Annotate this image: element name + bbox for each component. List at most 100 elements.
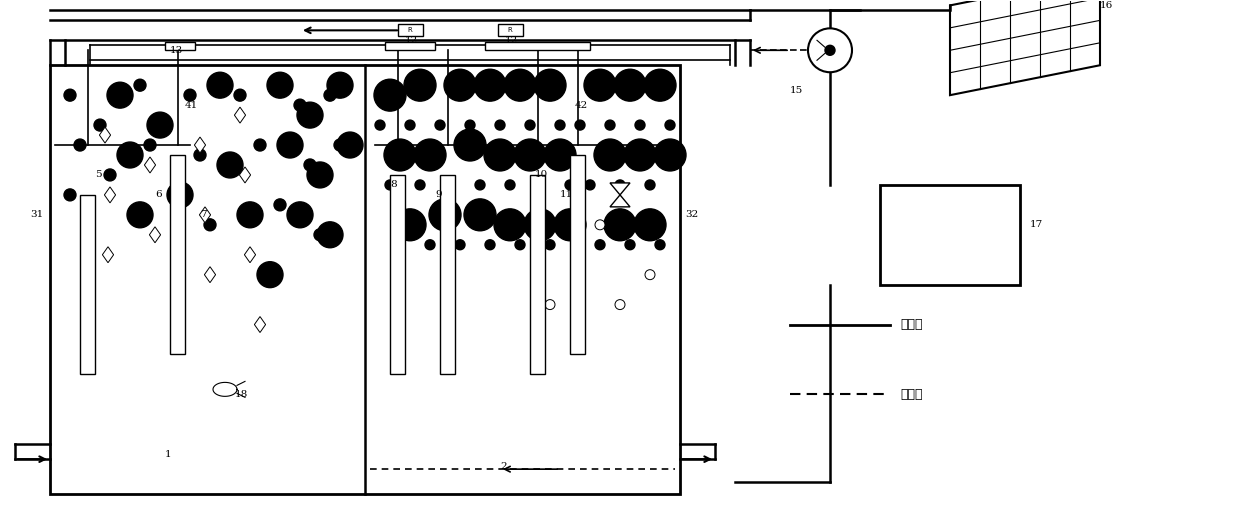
Circle shape [515,240,525,250]
Circle shape [495,120,505,130]
Circle shape [595,220,605,230]
Circle shape [605,120,615,130]
Circle shape [594,139,626,171]
Bar [50,66,680,494]
Circle shape [595,240,605,250]
Circle shape [494,209,526,241]
Text: 14: 14 [625,220,639,230]
Circle shape [327,72,353,98]
Circle shape [624,139,656,171]
Circle shape [525,120,534,130]
Circle shape [455,240,465,250]
Circle shape [277,132,303,158]
Bar [529,175,546,375]
Circle shape [464,199,496,231]
Circle shape [474,69,506,101]
Circle shape [107,82,133,108]
Text: 12: 12 [405,36,418,45]
Polygon shape [244,247,255,263]
Circle shape [148,112,174,138]
Circle shape [615,180,625,190]
Circle shape [534,69,565,101]
Polygon shape [950,0,1100,95]
Text: 13: 13 [170,46,184,55]
Text: 41: 41 [185,101,198,110]
Polygon shape [103,247,114,263]
Text: 曙气管: 曙气管 [900,388,923,401]
Polygon shape [200,207,211,223]
Text: 7: 7 [200,210,207,220]
Circle shape [425,240,435,250]
Circle shape [64,189,76,201]
Circle shape [484,139,516,171]
Circle shape [193,149,206,161]
Text: 5: 5 [95,170,102,179]
Polygon shape [254,316,265,333]
Circle shape [584,69,616,101]
Circle shape [435,120,445,130]
Circle shape [575,120,585,130]
Bar [391,175,405,375]
Polygon shape [610,183,630,195]
Circle shape [604,209,636,241]
Circle shape [665,120,675,130]
Text: 1: 1 [165,450,171,458]
Polygon shape [99,127,110,143]
Circle shape [625,240,635,250]
Circle shape [405,120,415,130]
Text: 16: 16 [1100,1,1114,10]
Polygon shape [149,227,161,243]
Text: 9: 9 [435,190,441,200]
Circle shape [104,169,117,181]
Bar [570,155,585,354]
Circle shape [429,199,461,231]
Circle shape [546,300,556,310]
Circle shape [117,142,143,168]
Circle shape [825,45,835,55]
Circle shape [205,219,216,231]
Bar [398,24,423,36]
Circle shape [254,139,267,151]
Circle shape [74,139,86,151]
Circle shape [237,202,263,228]
Circle shape [324,89,336,101]
Circle shape [308,162,334,188]
Polygon shape [195,137,206,153]
Circle shape [475,180,485,190]
Circle shape [334,139,346,151]
Circle shape [374,79,405,111]
Text: 31: 31 [30,210,43,220]
Circle shape [126,202,153,228]
Circle shape [167,182,193,208]
Circle shape [144,139,156,151]
Circle shape [808,28,852,72]
Circle shape [515,139,546,171]
Text: 18: 18 [236,390,248,399]
Circle shape [445,270,455,280]
Bar [165,42,195,50]
Circle shape [644,69,676,101]
Text: 6: 6 [155,190,161,200]
Polygon shape [234,107,246,123]
Circle shape [585,180,595,190]
Bar [880,185,1021,285]
Circle shape [384,139,415,171]
Circle shape [503,69,536,101]
Text: 42: 42 [575,101,588,110]
Text: 10: 10 [534,170,548,179]
Text: 11: 11 [560,190,573,200]
Circle shape [485,240,495,250]
Circle shape [415,180,425,190]
Text: R: R [507,27,512,34]
Circle shape [645,180,655,190]
Circle shape [635,120,645,130]
Bar [485,42,590,50]
Circle shape [394,209,427,241]
Polygon shape [239,167,250,183]
Circle shape [314,229,326,241]
Circle shape [444,69,476,101]
Circle shape [554,209,587,241]
Circle shape [546,240,556,250]
Polygon shape [144,157,155,173]
Bar [440,175,455,375]
